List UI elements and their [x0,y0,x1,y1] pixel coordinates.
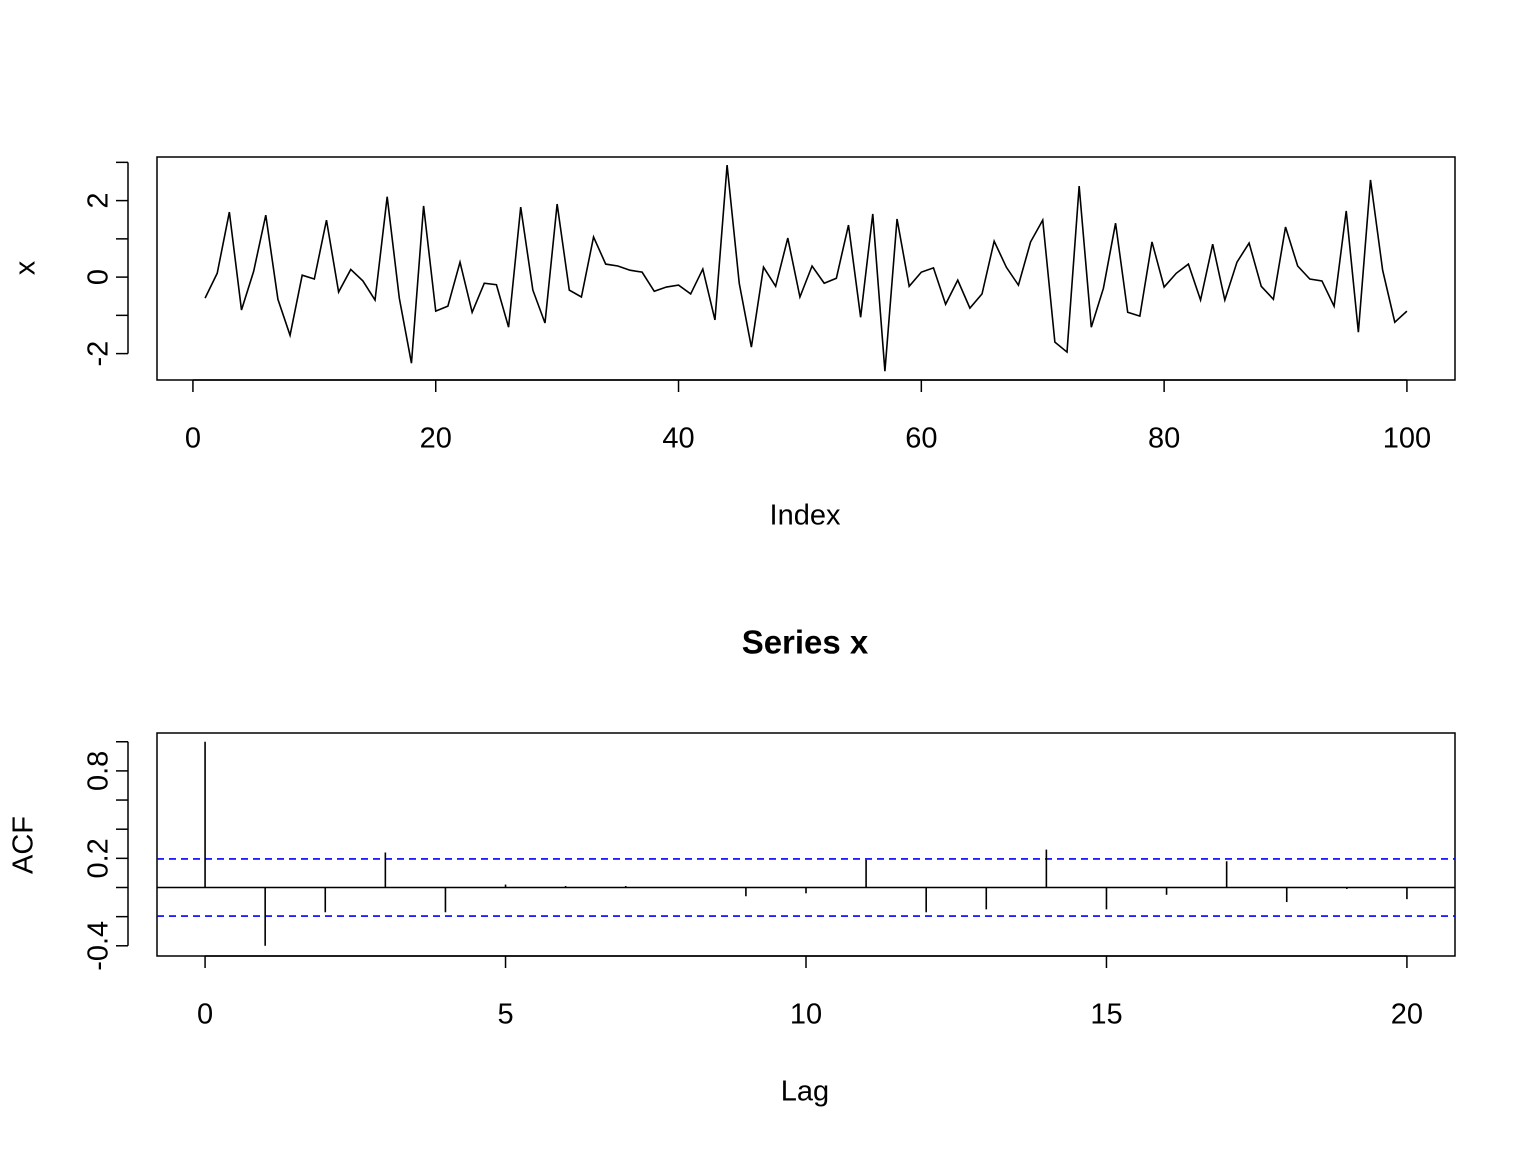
x-axis-title: Index [770,500,841,532]
x-tick-label: 100 [1383,423,1431,455]
y-tick-label: 0 [83,269,115,285]
x-tick-label: 40 [662,423,694,455]
y-axis-title: ACF [8,816,40,874]
x-tick-label: 20 [1391,999,1423,1031]
x-axis-title: Lag [781,1076,829,1108]
x-tick-label: 80 [1148,423,1180,455]
y-tick-label: -0.4 [83,921,115,971]
y-tick-label: -2 [83,341,115,367]
x-tick-label: 10 [790,999,822,1031]
x-tick-label: 0 [197,999,213,1031]
y-tick-label: 2 [83,193,115,209]
series-line [204,164,1408,372]
x-tick-label: 5 [497,999,513,1031]
x-tick-label: 0 [185,423,201,455]
chart-title: Series x [742,624,869,661]
x-tick-label: 15 [1090,999,1122,1031]
x-tick-label: 60 [905,423,937,455]
y-tick-label: 0.2 [83,838,115,878]
y-axis-title: x [10,260,42,275]
x-tick-label: 20 [420,423,452,455]
y-tick-label: 0.8 [83,751,115,791]
